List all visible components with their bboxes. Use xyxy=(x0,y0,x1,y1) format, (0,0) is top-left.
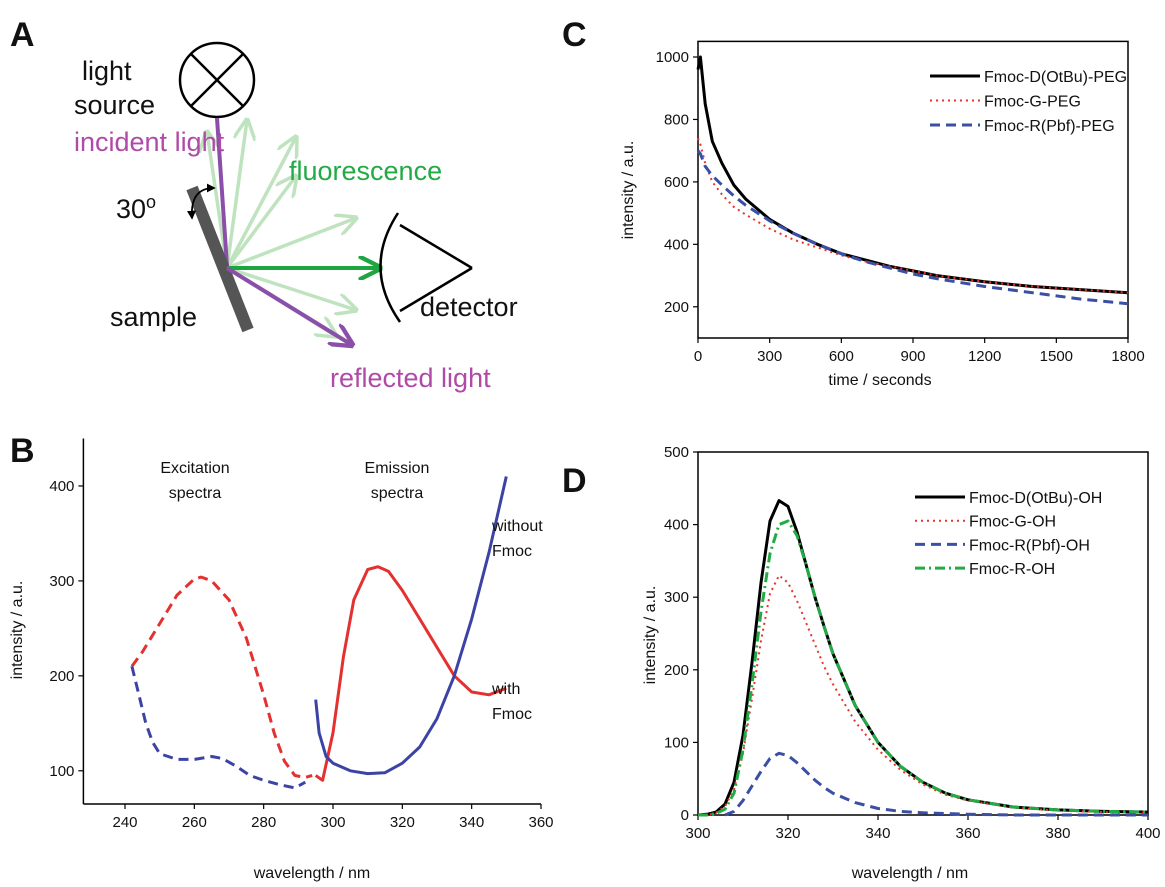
annotation: spectra xyxy=(371,485,424,502)
series-line xyxy=(130,665,307,790)
x-axis-label: wavelength / nm xyxy=(851,865,969,882)
x-tick-label: 600 xyxy=(829,348,854,365)
x-tick-label: 260 xyxy=(182,814,207,831)
light-source-text: light xyxy=(82,56,132,86)
x-tick-label: 320 xyxy=(775,825,800,842)
x-tick-label: 1500 xyxy=(1040,348,1073,365)
y-tick-label: 400 xyxy=(664,517,689,534)
series-line xyxy=(314,476,508,776)
x-axis-label: time / seconds xyxy=(828,372,931,389)
x-tick-label: 360 xyxy=(528,814,553,831)
annotation: Fmoc xyxy=(492,543,532,560)
legend-label: Fmoc-R(Pbf)-PEG xyxy=(984,118,1115,135)
diagram: A light source incident light fluorescen… xyxy=(10,16,518,393)
detector-lens xyxy=(379,212,402,323)
ray xyxy=(226,218,356,270)
y-axis-label: intensity / a.u. xyxy=(9,581,26,680)
annotation: with xyxy=(491,681,520,698)
panel-label: D xyxy=(562,462,587,500)
series-line xyxy=(724,751,1148,817)
annotation: without xyxy=(491,518,543,535)
legend-label: Fmoc-G-OH xyxy=(969,514,1056,531)
legend-label: Fmoc-D(OtBu)-PEG xyxy=(984,69,1127,86)
y-tick-label: 400 xyxy=(49,478,74,495)
y-tick-label: 300 xyxy=(49,573,74,590)
chart: C 0 300 600 900 1200 1500 1800 200 400 600 800 1000 t… xyxy=(562,16,1145,389)
x-axis-label: wavelength / nm xyxy=(253,865,371,882)
x-tick-label: 380 xyxy=(1045,825,1070,842)
sample-label: sample xyxy=(110,302,197,332)
angle-sup: o xyxy=(146,192,156,212)
y-axis-label: intensity / a.u. xyxy=(620,141,637,240)
y-tick-label: 200 xyxy=(664,662,689,679)
series-line xyxy=(698,519,1149,817)
fluorescence-label: fluorescence xyxy=(289,156,442,186)
y-tick-label: 600 xyxy=(664,174,689,191)
angle-label: 30o xyxy=(116,192,156,224)
series-line xyxy=(130,575,313,779)
chart: B 240 260 280 300 320 340 360 100 200 300 400 wavele… xyxy=(9,432,554,882)
chart: D 300 320 340 360 380 400 0 100 200 300 400 500 wavel… xyxy=(562,444,1161,882)
x-tick-label: 240 xyxy=(112,814,137,831)
x-tick-label: 320 xyxy=(390,814,415,831)
x-tick-label: 340 xyxy=(865,825,890,842)
x-tick-label: 300 xyxy=(320,814,345,831)
legend-label: Fmoc-R(Pbf)-OH xyxy=(969,537,1090,554)
x-tick-label: 280 xyxy=(251,814,276,831)
detector-line xyxy=(399,223,473,270)
detector-line xyxy=(399,266,473,313)
annotation: spectra xyxy=(169,485,222,502)
ray xyxy=(225,137,296,269)
y-tick-label: 300 xyxy=(664,589,689,606)
series-line xyxy=(696,149,1129,306)
angle-value: 30 xyxy=(116,194,146,224)
ray xyxy=(225,120,247,269)
series-line xyxy=(698,574,1149,816)
annotation: Excitation xyxy=(160,460,229,477)
reflected-label: reflected light xyxy=(330,363,491,393)
x-tick-label: 300 xyxy=(757,348,782,365)
y-tick-label: 800 xyxy=(664,111,689,128)
panel-label: A xyxy=(10,16,35,54)
incident-label: incident light xyxy=(74,127,225,157)
annotation: Emission xyxy=(365,460,430,477)
x-tick-label: 340 xyxy=(459,814,484,831)
x-tick-label: 900 xyxy=(900,348,925,365)
y-tick-label: 400 xyxy=(664,236,689,253)
incident-ray xyxy=(215,117,229,267)
light-source-cross xyxy=(190,53,244,107)
y-tick-label: 200 xyxy=(664,299,689,316)
y-axis-label: intensity / a.u. xyxy=(642,586,659,685)
series-line xyxy=(697,137,1129,294)
y-tick-label: 200 xyxy=(49,668,74,685)
detector-label: detector xyxy=(420,292,518,322)
x-tick-label: 0 xyxy=(694,348,702,365)
legend-label: Fmoc-D(OtBu)-OH xyxy=(969,490,1102,507)
x-tick-label: 1200 xyxy=(968,348,1001,365)
y-tick-label: 500 xyxy=(664,444,689,461)
y-tick-label: 1000 xyxy=(656,49,689,66)
x-tick-label: 1800 xyxy=(1111,348,1144,365)
plot-frame xyxy=(697,451,1149,816)
series-line xyxy=(696,55,1129,295)
series-line xyxy=(314,565,507,782)
y-tick-label: 100 xyxy=(664,734,689,751)
angle-arrow xyxy=(187,183,216,220)
reflected-ray xyxy=(225,266,352,345)
panel-label: B xyxy=(10,432,35,470)
y-tick-label: 100 xyxy=(49,763,74,780)
x-tick-label: 400 xyxy=(1135,825,1160,842)
ray xyxy=(226,266,356,310)
y-tick-label: 0 xyxy=(681,807,689,824)
legend-label: Fmoc-G-PEG xyxy=(984,94,1081,111)
ray xyxy=(225,176,296,270)
legend-label: Fmoc-R-OH xyxy=(969,561,1055,578)
x-tick-label: 300 xyxy=(685,825,710,842)
light-source-text: source xyxy=(74,90,155,120)
panel-label: C xyxy=(562,16,587,54)
x-tick-label: 360 xyxy=(955,825,980,842)
annotation: Fmoc xyxy=(492,706,532,723)
